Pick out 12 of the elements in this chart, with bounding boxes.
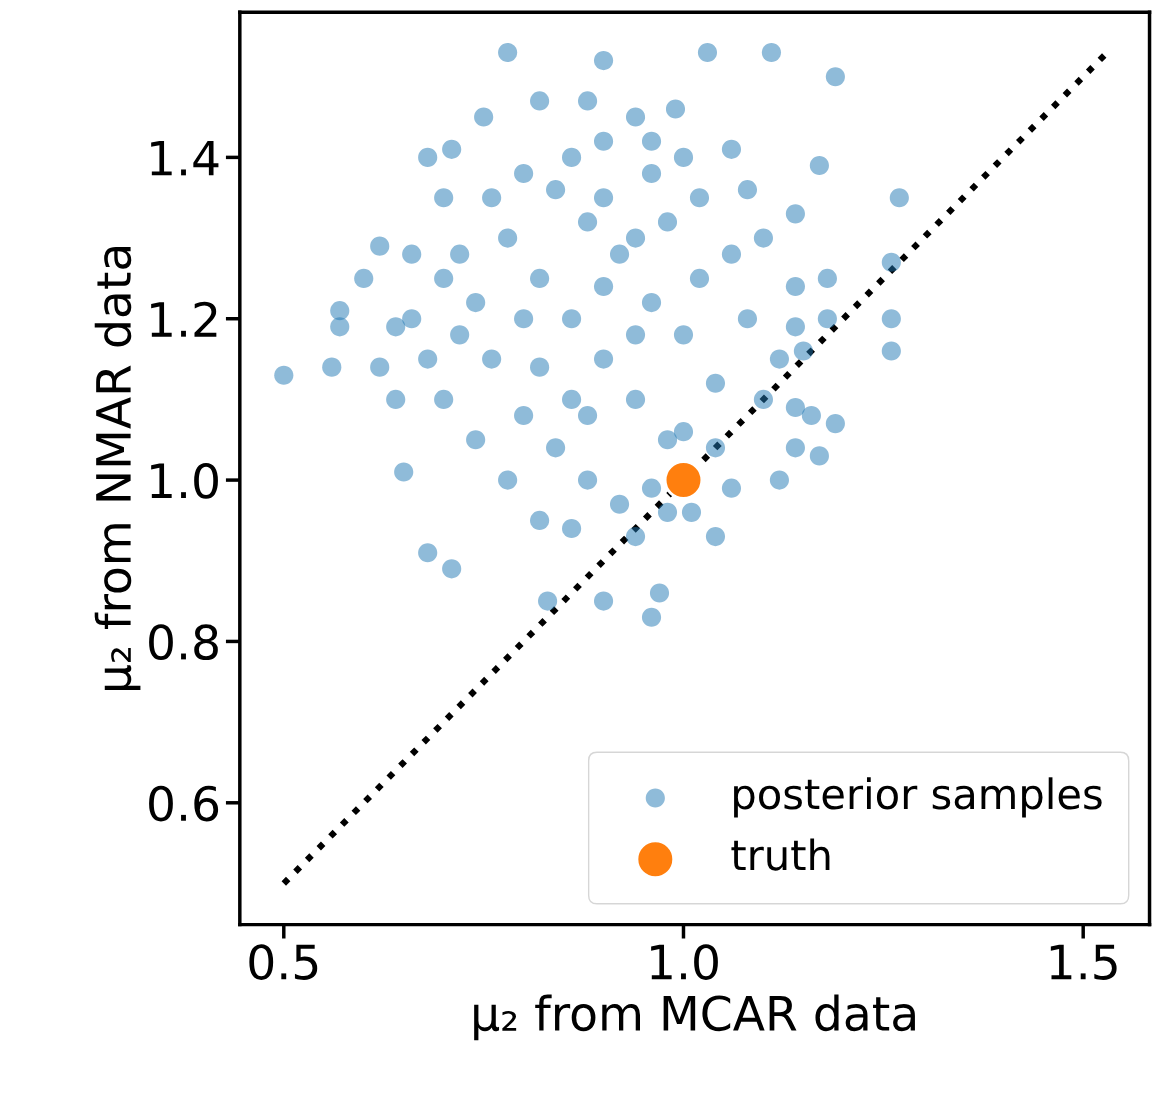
x-tick-label: 0.5 [249,944,318,980]
x-axis-title: μ₂ from MCAR data [474,994,915,1041]
legend-label: truth [731,838,830,871]
x-tick-label: 1.0 [651,944,718,980]
y-tick-label: 0.6 [149,785,219,822]
y-tick-label: 1.4 [151,140,219,176]
y-axis-title: μ₂ from NMAR data [94,246,141,691]
x-tick-label: 1.5 [1050,944,1117,980]
y-tick-label: 1.0 [151,462,218,499]
legend-label: posterior samples [734,777,1102,818]
y-tick-label: 1.2 [151,301,217,337]
y-tick-label: 0.8 [149,624,218,661]
